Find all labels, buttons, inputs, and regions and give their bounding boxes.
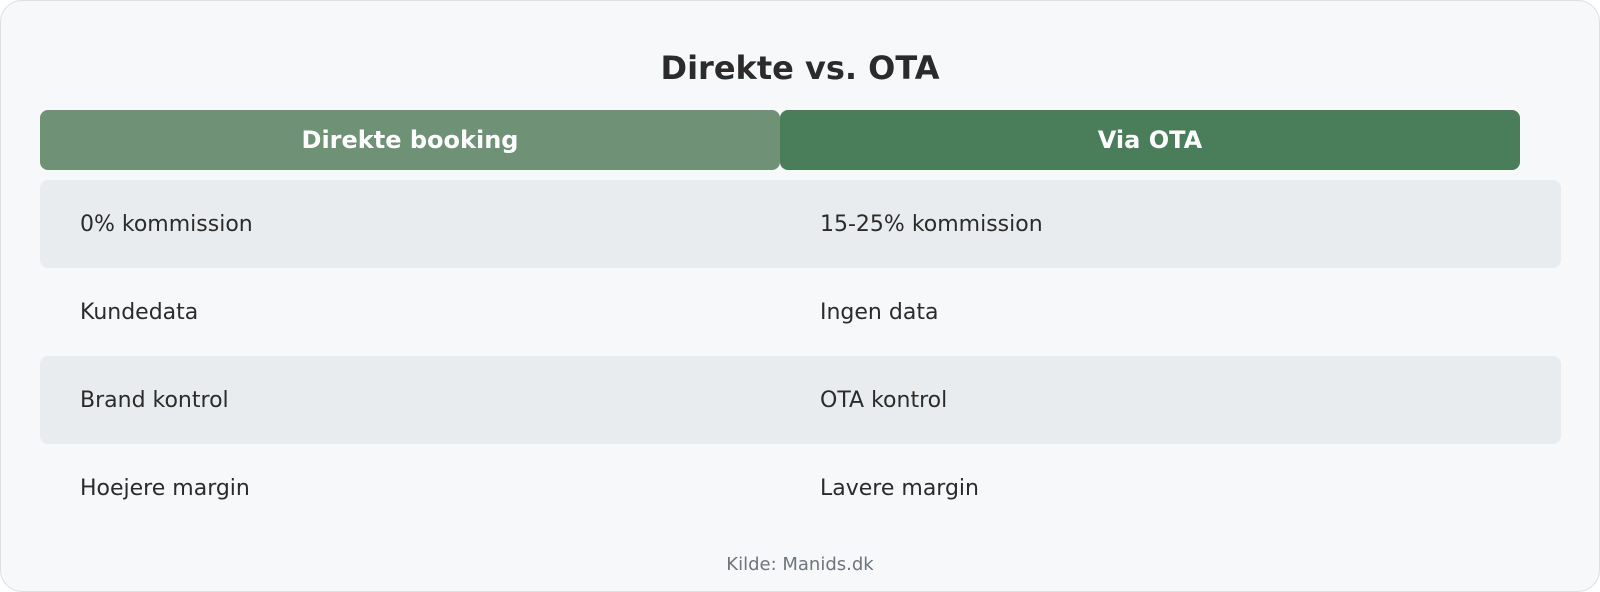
column-header-ota: Via OTA <box>780 110 1520 170</box>
table-row: 0% kommission 15-25% kommission <box>40 180 1561 268</box>
source-note: Kilde: Manids.dk <box>726 554 874 575</box>
table-row: Kundedata Ingen data <box>40 268 1561 356</box>
cell-direct: Brand kontrol <box>80 387 229 413</box>
column-header-direct: Direkte booking <box>40 110 780 170</box>
cell-direct: Hoejere margin <box>80 475 250 501</box>
cell-direct: Kundedata <box>80 299 199 325</box>
cell-ota: Lavere margin <box>820 475 979 501</box>
cell-ota: Ingen data <box>820 299 939 325</box>
page-title: Direkte vs. OTA <box>660 49 940 87</box>
table-row: Hoejere margin Lavere margin <box>40 444 1561 532</box>
cell-ota: 15-25% kommission <box>820 211 1043 237</box>
cell-ota: OTA kontrol <box>820 387 948 413</box>
table-row: Brand kontrol OTA kontrol <box>40 356 1561 444</box>
cell-direct: 0% kommission <box>80 211 253 237</box>
